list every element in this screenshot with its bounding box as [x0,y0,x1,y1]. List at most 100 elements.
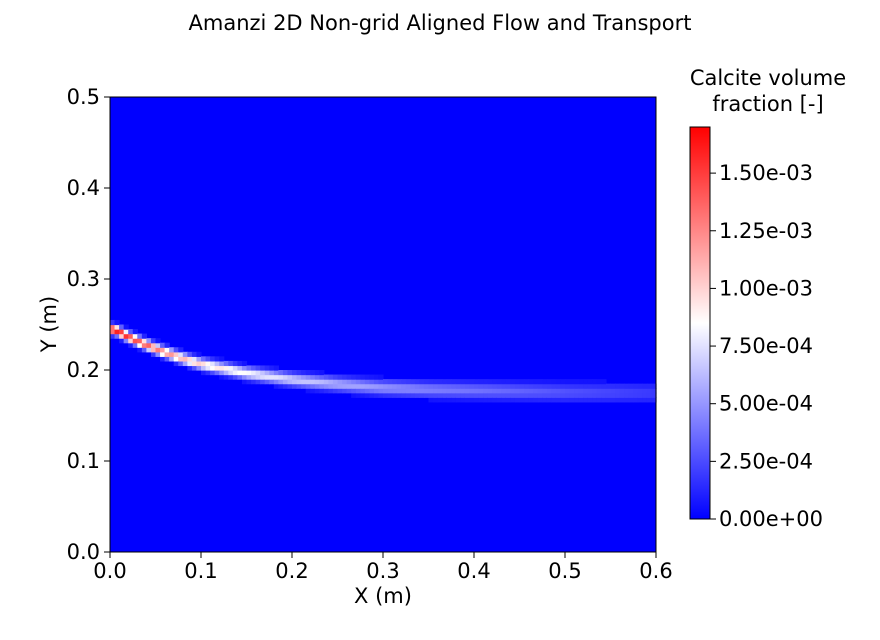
heatmap-cell [428,379,434,385]
heatmap-cell [355,374,361,380]
heatmap-cell [455,392,461,398]
heatmap-cell [428,383,434,389]
heatmap-cell [419,392,425,398]
heatmap-cell [542,379,548,385]
heatmap-cell [128,338,134,344]
heatmap-cell [583,397,589,403]
heatmap-cell [141,338,147,344]
heatmap-cell [642,397,648,403]
heatmap-cell [114,333,120,339]
heatmap-cell [414,392,420,398]
heatmap-cell [251,365,257,371]
heatmap-cell [301,383,307,389]
heatmap-cell [596,379,602,385]
heatmap-cell [173,347,179,353]
heatmap-cell [574,392,580,398]
heatmap-cell [246,370,252,376]
heatmap-cell [428,397,434,403]
heatmap-cell [451,392,457,398]
heatmap-cell [364,374,370,380]
heatmap-cell [487,379,493,385]
heatmap-cell [251,374,257,380]
heatmap-cell [519,383,525,389]
heatmap-cell [646,383,653,389]
heatmap-cell [301,374,307,380]
heatmap-cell [228,365,234,371]
heatmap-cell [514,379,521,385]
heatmap-cell [505,397,511,403]
heatmap-cell [328,379,334,385]
heatmap-cell [478,383,484,389]
heatmap-cell [210,360,216,367]
heatmap-cell [201,365,207,371]
heatmap-cell [305,383,311,389]
heatmap-cell [483,392,489,398]
heatmap-cell [615,383,621,389]
heatmap-cell [605,397,612,403]
heatmap-cell [219,374,225,380]
heatmap-cell [160,342,166,348]
heatmap-cell [346,379,352,385]
heatmap-cell [551,392,557,398]
heatmap-cell [401,379,407,385]
heatmap-cell [433,379,439,385]
heatmap-cell [123,333,129,339]
heatmap-cell [396,392,402,398]
heatmap-cell [360,388,366,394]
heatmap-cell [292,370,298,376]
y-tick-label: 0.3 [67,267,100,291]
heatmap-cell [373,383,380,389]
heatmap-cell [305,374,311,380]
heatmap-cell [191,356,198,362]
heatmap-cell [369,388,375,394]
heatmap-cell [633,383,639,389]
heatmap-cell [651,392,657,398]
heatmap-cell [501,383,507,389]
heatmap-cell [460,392,466,398]
heatmap-cell [592,383,598,389]
heatmap-cell [524,379,530,385]
heatmap-cell [383,388,389,394]
heatmap-cell [533,383,539,389]
heatmap-cell [346,383,352,389]
heatmap-cell [360,392,366,398]
heatmap-cell [474,383,480,389]
heatmap-cell [546,392,552,398]
heatmap-cells [110,319,657,403]
heatmap-cell [355,388,361,394]
heatmap-cell [260,379,266,385]
heatmap-cell [396,379,402,385]
heatmap-cell [319,383,325,389]
heatmap-cell [496,392,502,398]
heatmap-cell [110,319,116,326]
heatmap-cell [423,383,430,389]
heatmap-cell [492,397,498,403]
heatmap-cell [628,383,634,389]
heatmap-cell [451,383,457,389]
heatmap-cell [150,342,157,348]
heatmap-cell [346,388,352,394]
heatmap-cell [442,379,448,385]
heatmap-cell [596,383,602,389]
x-axis-label: X (m) [354,584,412,608]
heatmap-cell [383,392,389,398]
heatmap-cell [187,360,193,367]
heatmap-cell [360,383,366,389]
heatmap-cell [269,365,275,371]
heatmap-cell [405,392,411,398]
heatmap-cell [146,342,152,348]
heatmap-cell [619,397,625,403]
heatmap-cell [396,388,402,394]
heatmap-cell [360,374,366,380]
heatmap-cell [478,397,484,403]
heatmap-cell [565,379,571,385]
heatmap-cell [464,392,471,398]
heatmap-cell [219,360,225,367]
heatmap-cell [628,397,634,403]
heatmap-cell [419,383,425,389]
x-tick-label: 0.5 [548,559,581,583]
heatmap-cell [528,392,534,398]
heatmap-cell [205,356,211,362]
heatmap-cell [191,360,198,367]
